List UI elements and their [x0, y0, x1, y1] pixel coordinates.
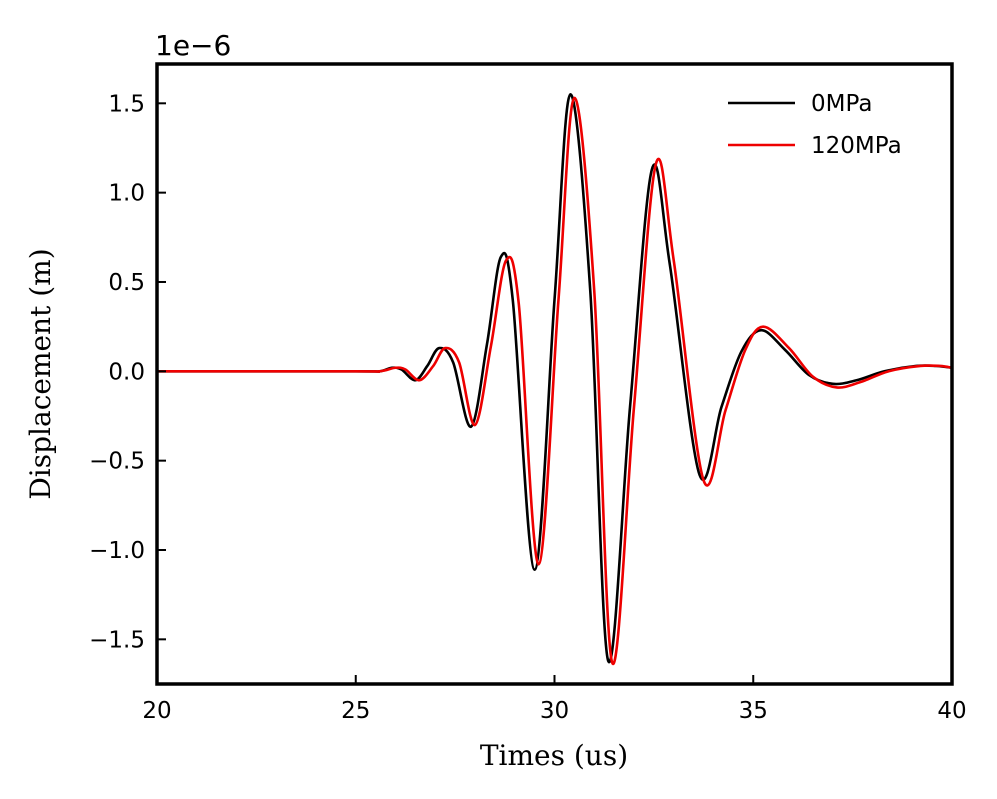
y-offset-label: 1e−6 — [155, 29, 231, 62]
series-layer — [157, 93, 953, 666]
x-tick-label: 20 — [142, 698, 171, 724]
x-tick-label: 35 — [739, 698, 768, 724]
legend: 0MPa 120MPa — [728, 91, 902, 159]
y-tick-label: −1.0 — [89, 538, 145, 564]
y-tick-label: −0.5 — [89, 449, 145, 475]
y-tick-label: 1.5 — [108, 91, 145, 117]
x-axis: 20 25 30 35 40 — [142, 675, 967, 724]
x-tick-label: 25 — [341, 698, 370, 724]
y-tick-label: 0.5 — [108, 270, 145, 296]
y-tick-label: 0.0 — [108, 359, 145, 385]
y-tick-label: −1.5 — [89, 627, 145, 653]
y-axis: 1.5 1.0 0.5 0.0 −0.5 −1.0 −1.5 — [89, 91, 166, 653]
legend-label-120mpa: 120MPa — [811, 133, 902, 159]
y-axis-title: Displacement (m) — [24, 248, 57, 499]
x-tick-label: 30 — [540, 698, 569, 724]
legend-label-0mpa: 0MPa — [811, 91, 872, 117]
series-line-120mpa — [157, 96, 953, 666]
x-tick-label: 40 — [937, 698, 966, 724]
y-tick-label: 1.0 — [108, 181, 145, 207]
x-axis-title: Times (us) — [480, 739, 628, 772]
series-line-0mpa — [157, 93, 953, 664]
